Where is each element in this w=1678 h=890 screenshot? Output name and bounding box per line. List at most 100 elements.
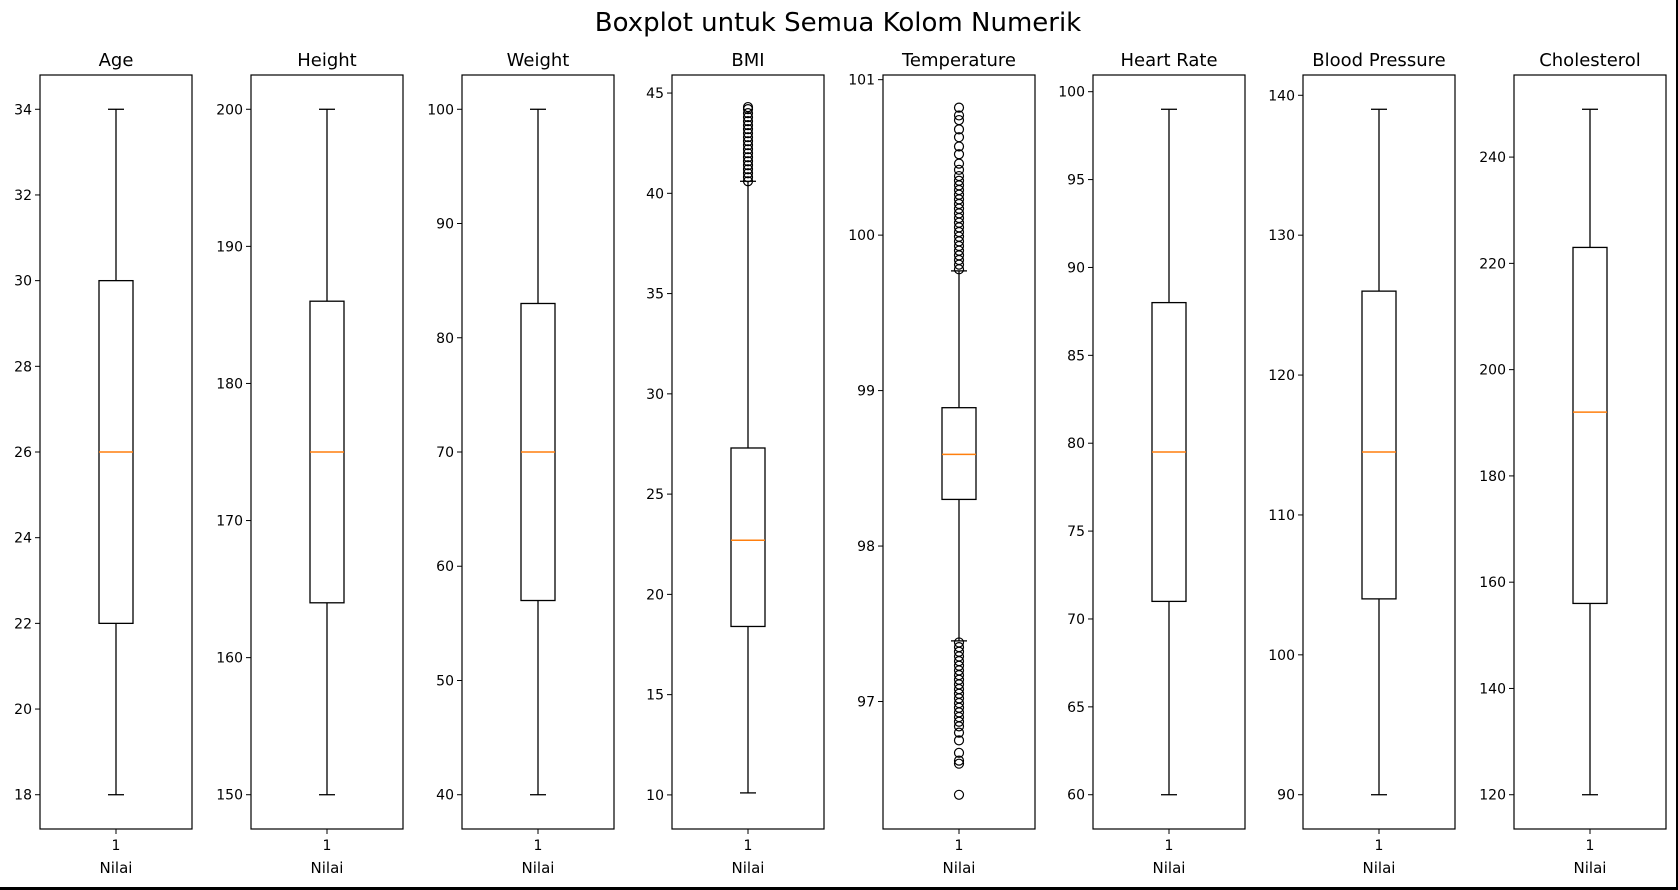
y-tick-label: 240 [1479, 150, 1506, 166]
y-tick-label: 45 [646, 86, 664, 102]
outlier-point [742, 156, 754, 167]
outlier-point [953, 755, 965, 766]
panel-title: BMI [731, 50, 764, 71]
y-tick-label: 70 [436, 445, 454, 461]
y-tick-label: 190 [216, 239, 243, 255]
y-tick-label: 24 [14, 531, 32, 547]
outlier-point [953, 727, 965, 738]
panel-title: Age [99, 50, 134, 71]
panel-age: Age 18 20 22 24 26 28 30 32 34 1 Nilai [14, 50, 193, 877]
x-tick-label: 1 [112, 838, 121, 854]
outlier-point [742, 124, 754, 135]
panel-weight: Weight 40 50 60 70 80 90 100 1 Nilai [427, 50, 615, 877]
y-tick-label: 200 [216, 102, 243, 118]
x-axis-label: Nilai [943, 859, 976, 877]
y-tick-label: 98 [857, 539, 875, 555]
figure-title: Boxplot untuk Semua Kolom Numerik [595, 8, 1081, 38]
outlier-point [742, 148, 754, 159]
outlier-point [953, 747, 965, 758]
outlier-point [742, 172, 754, 183]
y-tick-label: 99 [857, 384, 875, 400]
outlier-point [742, 120, 754, 131]
iqr-box [1361, 290, 1397, 600]
x-axis-label: Nilai [522, 859, 555, 877]
panel-title: Temperature [901, 50, 1016, 71]
y-tick-label: 34 [14, 102, 32, 118]
y-tick-label: 100 [848, 228, 875, 244]
panel-blood-pressure: Blood Pressure 90 100 110 120 130 140 1 Nilai [1268, 50, 1456, 877]
outlier-point [742, 128, 754, 139]
panels: Age1820222426283032341NilaiHeight1501601… [14, 50, 1667, 877]
outlier-point [742, 152, 754, 163]
outlier-point [953, 735, 965, 746]
x-tick-label: 1 [744, 838, 753, 854]
outlier-point [953, 102, 965, 113]
outlier-point [742, 101, 754, 113]
y-tick-label: 15 [646, 688, 664, 704]
y-tick-label: 20 [14, 702, 32, 718]
y-tick-label: 140 [1268, 88, 1295, 104]
x-tick-label: 1 [534, 838, 543, 854]
x-tick-label: 1 [955, 838, 964, 854]
outlier-point [742, 176, 754, 187]
y-tick-label: 30 [14, 274, 32, 290]
y-tick-label: 50 [436, 673, 454, 689]
y-tick-label: 60 [1067, 788, 1085, 804]
y-tick-label: 160 [216, 651, 243, 667]
y-tick-label: 20 [646, 587, 664, 603]
y-tick-label: 220 [1479, 256, 1506, 272]
y-tick-label: 85 [1067, 348, 1085, 364]
y-tick-label: 60 [436, 559, 454, 575]
panel-title: Heart Rate [1120, 50, 1217, 71]
y-tick-label: 100 [1058, 85, 1085, 101]
y-tick-label: 65 [1067, 700, 1085, 716]
panel-title: Height [297, 50, 357, 71]
outlier-point [953, 170, 965, 182]
y-tick-label: 80 [436, 331, 454, 347]
y-tick-label: 100 [1268, 648, 1295, 664]
panel-heart-rate: Heart Rate 60 65 70 75 80 85 90 95 100 1 Nilai [1058, 50, 1246, 877]
outlier-point [742, 112, 754, 123]
y-tick-label: 90 [1277, 788, 1295, 804]
y-tick-label: 120 [1479, 788, 1506, 804]
axes-frame [882, 74, 1036, 830]
y-tick-label: 40 [436, 788, 454, 804]
y-tick-label: 28 [14, 359, 32, 375]
outlier-point [742, 168, 754, 179]
outlier-point [953, 642, 965, 653]
y-tick-label: 26 [14, 445, 32, 461]
panel-title: Weight [507, 50, 570, 71]
outlier-point [953, 158, 965, 169]
y-tick-label: 10 [646, 788, 664, 804]
x-axis-label: Nilai [311, 859, 344, 877]
panel-temperature: Temperature 97 98 99 100 101 1 Nilai [848, 50, 1036, 877]
x-tick-label: 1 [1586, 838, 1595, 854]
y-tick-label: 32 [14, 188, 32, 204]
iqr-box [730, 447, 766, 628]
y-tick-label: 70 [1067, 612, 1085, 628]
y-tick-label: 150 [216, 788, 243, 804]
outlier-point [953, 114, 965, 126]
outlier-point [953, 789, 965, 800]
x-axis-label: Nilai [100, 859, 133, 877]
x-axis-label: Nilai [1574, 859, 1607, 877]
y-tick-label: 130 [1268, 228, 1295, 244]
y-tick-label: 170 [216, 514, 243, 530]
y-tick-label: 200 [1479, 363, 1506, 379]
x-axis-label: Nilai [732, 859, 765, 877]
outlier-point [953, 175, 965, 186]
iqr-box [941, 407, 977, 501]
y-tick-label: 95 [1067, 173, 1085, 189]
panel-cholesterol: Cholesterol 120 140 160 180 200 220 240 1 Nilai [1479, 50, 1667, 877]
panel-title: Blood Pressure [1312, 50, 1445, 71]
outlier-point [742, 160, 754, 171]
panel-height: Height 150 160 170 180 190 200 1 Nilai [216, 50, 404, 877]
y-tick-label: 100 [427, 102, 454, 118]
outlier-point [953, 149, 965, 160]
y-tick-label: 97 [857, 695, 875, 711]
outlier-point [742, 140, 754, 151]
outlier-point [742, 108, 754, 119]
y-tick-label: 120 [1268, 368, 1295, 384]
y-tick-label: 30 [646, 387, 664, 403]
